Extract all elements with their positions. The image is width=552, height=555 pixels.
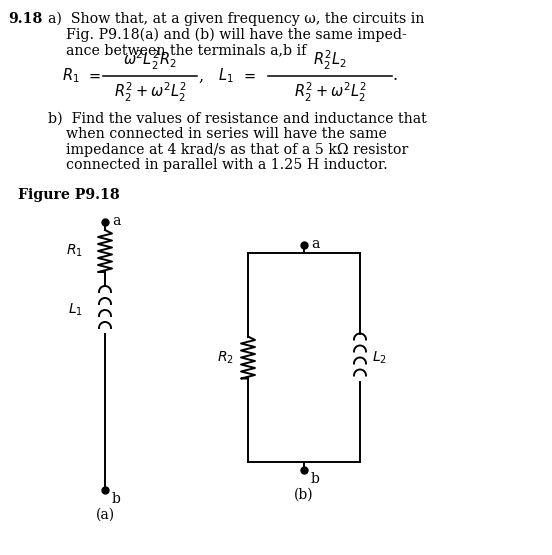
Text: Figure P9.18: Figure P9.18 bbox=[18, 188, 120, 202]
Text: b)  Find the values of resistance and inductance that: b) Find the values of resistance and ind… bbox=[48, 112, 427, 126]
Text: (b): (b) bbox=[294, 488, 314, 502]
Text: ance between the terminals a,b if: ance between the terminals a,b if bbox=[48, 43, 306, 57]
Text: b: b bbox=[311, 472, 320, 486]
Text: a: a bbox=[311, 237, 320, 251]
Text: a: a bbox=[112, 214, 120, 228]
Text: b: b bbox=[112, 492, 121, 506]
Text: $L_2$: $L_2$ bbox=[372, 349, 387, 366]
Text: impedance at 4 krad/s as that of a 5 kΩ resistor: impedance at 4 krad/s as that of a 5 kΩ … bbox=[48, 143, 408, 157]
Text: ,: , bbox=[198, 68, 203, 84]
Text: Fig. P9.18(a) and (b) will have the same imped-: Fig. P9.18(a) and (b) will have the same… bbox=[48, 28, 407, 42]
Text: (a): (a) bbox=[95, 508, 115, 522]
Text: $L_1$: $L_1$ bbox=[68, 302, 83, 318]
Text: 9.18: 9.18 bbox=[8, 12, 43, 26]
Text: $R_1$: $R_1$ bbox=[62, 67, 79, 85]
Text: $R_2^2 + \omega^2 L_2^2$: $R_2^2 + \omega^2 L_2^2$ bbox=[114, 80, 187, 104]
Text: $\omega^2 L_2^2 R_2$: $\omega^2 L_2^2 R_2$ bbox=[123, 48, 177, 72]
Text: $=$: $=$ bbox=[241, 69, 257, 83]
Text: .: . bbox=[393, 68, 398, 84]
Text: $R_2^2 + \omega^2 L_2^2$: $R_2^2 + \omega^2 L_2^2$ bbox=[294, 80, 367, 104]
Text: $R_1$: $R_1$ bbox=[66, 243, 83, 259]
Text: $R_2$: $R_2$ bbox=[217, 349, 234, 366]
Text: $R_2^2 L_2$: $R_2^2 L_2$ bbox=[313, 48, 347, 72]
Text: $L_1$: $L_1$ bbox=[218, 67, 233, 85]
Text: $=$: $=$ bbox=[86, 69, 102, 83]
Text: when connected in series will have the same: when connected in series will have the s… bbox=[48, 128, 387, 142]
Text: a)  Show that, at a given frequency ω, the circuits in: a) Show that, at a given frequency ω, th… bbox=[48, 12, 424, 27]
Text: connected in parallel with a 1.25 H inductor.: connected in parallel with a 1.25 H indu… bbox=[48, 159, 388, 173]
